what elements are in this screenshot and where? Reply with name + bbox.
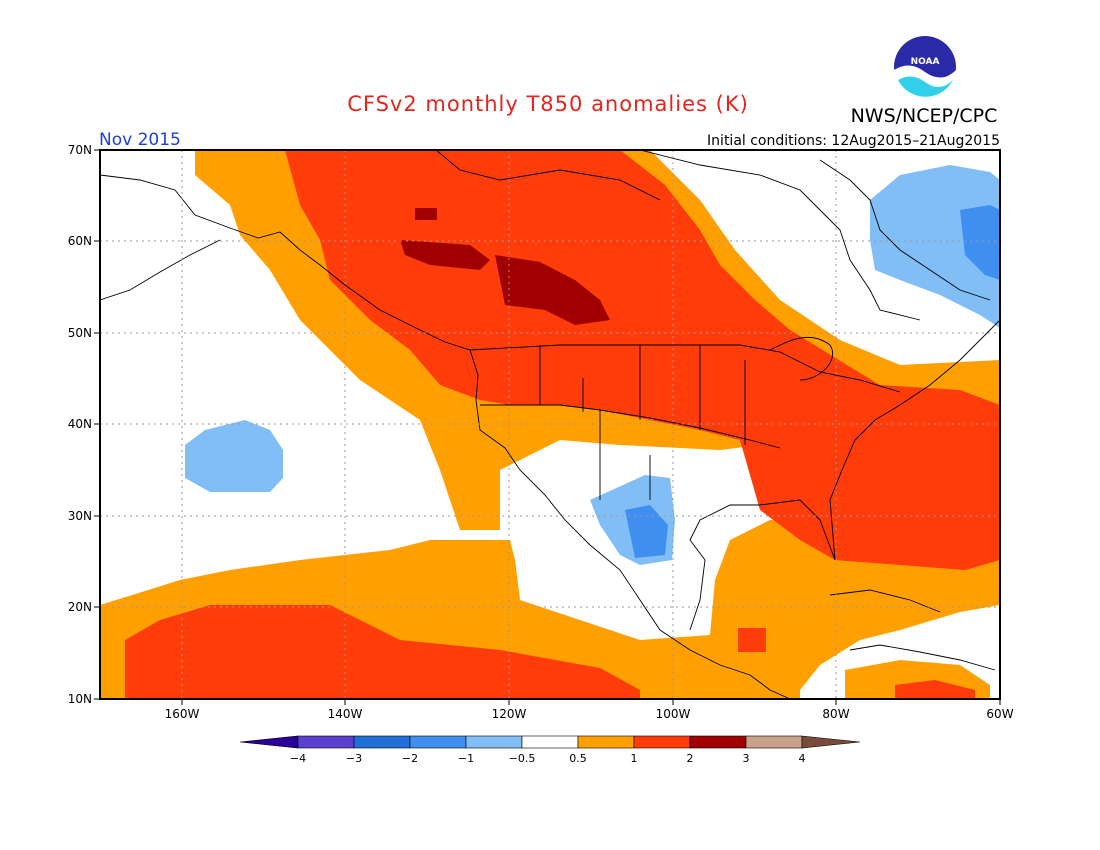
axis-ticks <box>94 149 1001 705</box>
warm-region-pacific <box>125 605 640 699</box>
legend-swatch <box>689 735 747 749</box>
month-label: Nov 2015 <box>99 130 181 150</box>
warm-region-caribbean <box>895 680 975 699</box>
legend-tick-label: 0.5 <box>569 752 587 765</box>
strong-warm-region-canada <box>495 255 610 325</box>
coastlines <box>100 150 1000 699</box>
lon-label: 140W <box>328 707 363 721</box>
lon-label: 80W <box>822 707 849 721</box>
legend-tick-label: 1 <box>631 752 638 765</box>
lon-label: 120W <box>492 707 527 721</box>
strong-warm-region-west <box>400 240 490 270</box>
legend-tick-label: 3 <box>743 752 750 765</box>
graticule <box>100 150 1000 699</box>
strong-warm-patch <box>415 208 437 220</box>
lon-label: 100W <box>656 707 691 721</box>
legend-tick-label: −0.5 <box>509 752 536 765</box>
lon-label: 60W <box>986 707 1013 721</box>
weak-cold-region-labrador <box>870 165 1000 328</box>
color-legend: −4 −3 −2 −1 −0.5 0.5 1 2 3 4 <box>239 735 861 765</box>
noaa-logo-text: NOAA <box>911 57 940 67</box>
cold-region-mexico <box>625 505 668 558</box>
legend-arrow-high <box>801 735 861 749</box>
lat-label: 40N <box>68 417 92 431</box>
legend-arrow-low <box>239 735 299 749</box>
legend-swatch <box>353 735 411 749</box>
lat-label: 50N <box>68 326 92 340</box>
lon-label: 160W <box>165 707 200 721</box>
noaa-logo: NOAA <box>894 36 956 101</box>
latitude-labels: 70N 60N 50N 40N 30N 20N 10N <box>68 143 92 706</box>
initial-conditions-label: Initial conditions: 12Aug2015–21Aug2015 <box>707 133 1000 149</box>
legend-swatch <box>521 735 579 749</box>
cold-region-labrador <box>960 205 1000 280</box>
lat-label: 10N <box>68 692 92 706</box>
lat-label: 60N <box>68 234 92 248</box>
legend-swatch <box>465 735 523 749</box>
legend-tick-label: −4 <box>290 752 306 765</box>
legend-swatch <box>745 735 803 749</box>
anomaly-map <box>100 150 1000 699</box>
legend-tick-label: −2 <box>402 752 418 765</box>
chart-title: CFSv2 monthly T850 anomalies (K) <box>347 92 749 116</box>
weak-cold-region-pacific <box>185 420 283 492</box>
legend-swatch <box>409 735 467 749</box>
legend-tick-label: −1 <box>458 752 474 765</box>
lat-label: 30N <box>68 509 92 523</box>
legend-swatch <box>633 735 691 749</box>
legend-swatch <box>577 735 635 749</box>
warm-region-central-america <box>738 628 766 652</box>
legend-swatch <box>297 735 355 749</box>
longitude-labels: 160W 140W 120W 100W 80W 60W <box>165 707 1014 721</box>
agency-label: NWS/NCEP/CPC <box>851 105 998 127</box>
legend-tick-label: 2 <box>687 752 694 765</box>
legend-tick-label: −3 <box>346 752 362 765</box>
legend-tick-label: 4 <box>799 752 806 765</box>
lat-label: 20N <box>68 600 92 614</box>
lat-label: 70N <box>68 143 92 157</box>
